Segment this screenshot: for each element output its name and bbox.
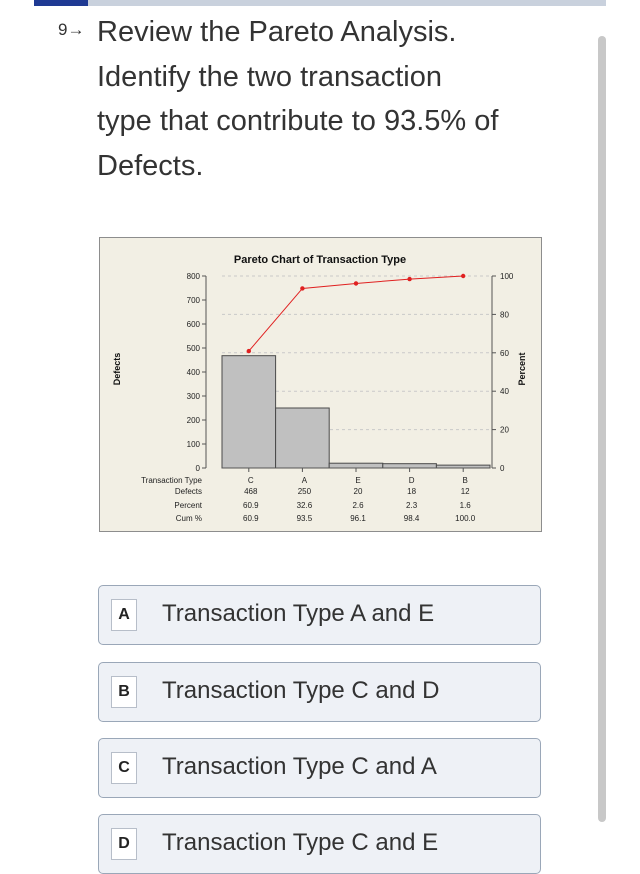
option-letter: C — [111, 752, 137, 784]
option-label: Transaction Type A and E — [162, 600, 435, 627]
option-label: Transaction Type C and A — [162, 753, 437, 780]
option-a[interactable]: A Transaction Type A and E — [98, 585, 541, 645]
table-cell: A — [302, 476, 308, 485]
question-number: 9→ — [58, 20, 85, 39]
cumulative-point-b — [461, 273, 466, 279]
table-cell: D — [409, 476, 415, 485]
y-right-tick-label: 0 — [500, 464, 505, 473]
bar-c — [221, 355, 277, 469]
table-cell: E — [355, 476, 360, 485]
option-b[interactable]: B Transaction Type C and D — [98, 662, 541, 722]
question-text: Review the Pareto Analysis. Identify the… — [97, 10, 567, 188]
table-cell: 93.5 — [297, 514, 313, 523]
table-cell: C — [248, 476, 254, 485]
y-right-tick-label: 60 — [500, 349, 509, 358]
y-tick-label: 800 — [187, 272, 201, 281]
y-tick-label: 300 — [187, 392, 201, 401]
y-tick-label: 200 — [187, 416, 201, 425]
table-row-label: Transaction Type — [141, 476, 202, 485]
progress-accent — [34, 0, 88, 6]
table-cell: 32.6 — [297, 501, 313, 510]
table-cell: 1.6 — [460, 501, 472, 510]
cumulative-point-a — [300, 286, 305, 291]
table-cell: 250 — [298, 487, 312, 496]
y-right-tick-label: 100 — [500, 272, 514, 281]
option-letter: D — [111, 828, 137, 860]
y-right-tick-label: 20 — [500, 426, 509, 435]
bar-d — [382, 463, 437, 469]
pareto-chart-figure: Pareto Chart of Transaction Type Defects… — [99, 237, 542, 532]
question-line: Defects. — [97, 149, 204, 182]
table-cell: 60.9 — [243, 501, 259, 510]
question-line: Review the Pareto Analysis. — [97, 16, 457, 48]
table-row-label: Defects — [175, 487, 202, 496]
table-cell: 2.3 — [406, 501, 418, 510]
y-right-tick-label: 40 — [500, 387, 509, 396]
table-cell: 20 — [354, 487, 363, 496]
y-tick-label: 100 — [187, 440, 201, 449]
table-cell: B — [463, 476, 468, 485]
option-letter: B — [111, 676, 137, 708]
table-cell: 98.4 — [404, 514, 420, 523]
y-tick-label: 600 — [187, 320, 201, 329]
chart-title: Pareto Chart of Transaction Type — [234, 254, 406, 266]
table-cell: 60.9 — [243, 514, 259, 523]
table-cell: 12 — [461, 487, 470, 496]
option-letter: A — [111, 599, 137, 631]
option-label: Transaction Type C and E — [162, 829, 439, 856]
y-axis-label-right: Percent — [517, 352, 527, 385]
option-d[interactable]: D Transaction Type C and E — [98, 814, 541, 874]
top-progress-bar — [34, 0, 606, 6]
scrollbar[interactable] — [598, 36, 606, 822]
question-line: Identify the two transaction — [97, 60, 442, 93]
option-label: Transaction Type C and D — [162, 677, 440, 704]
option-c[interactable]: C Transaction Type C and A — [98, 738, 541, 798]
table-row-label: Percent — [174, 501, 202, 510]
table-cell: 468 — [244, 487, 258, 496]
cumulative-point-d — [407, 276, 412, 282]
y-axis-label: Defects — [112, 353, 122, 386]
cumulative-point-e — [353, 281, 359, 286]
y-tick-label: 500 — [187, 344, 201, 353]
y-tick-label: 400 — [187, 368, 201, 377]
table-cell: 18 — [407, 487, 416, 496]
table-cell: 100.0 — [455, 514, 476, 523]
y-tick-label: 0 — [196, 464, 201, 473]
y-tick-label: 700 — [187, 296, 201, 305]
bar-e — [328, 462, 384, 469]
cumulative-line — [248, 275, 464, 352]
table-row-label: Cum % — [176, 514, 202, 523]
table-cell: 2.6 — [352, 501, 364, 510]
bar-a — [275, 407, 330, 469]
table-cell: 96.1 — [350, 514, 366, 523]
question-line: type that contribute to 93.5% of — [97, 105, 499, 137]
cumulative-point-c — [246, 348, 251, 354]
y-right-tick-label: 80 — [500, 310, 509, 319]
pareto-chart: Pareto Chart of Transaction Type Defects… — [112, 254, 527, 523]
